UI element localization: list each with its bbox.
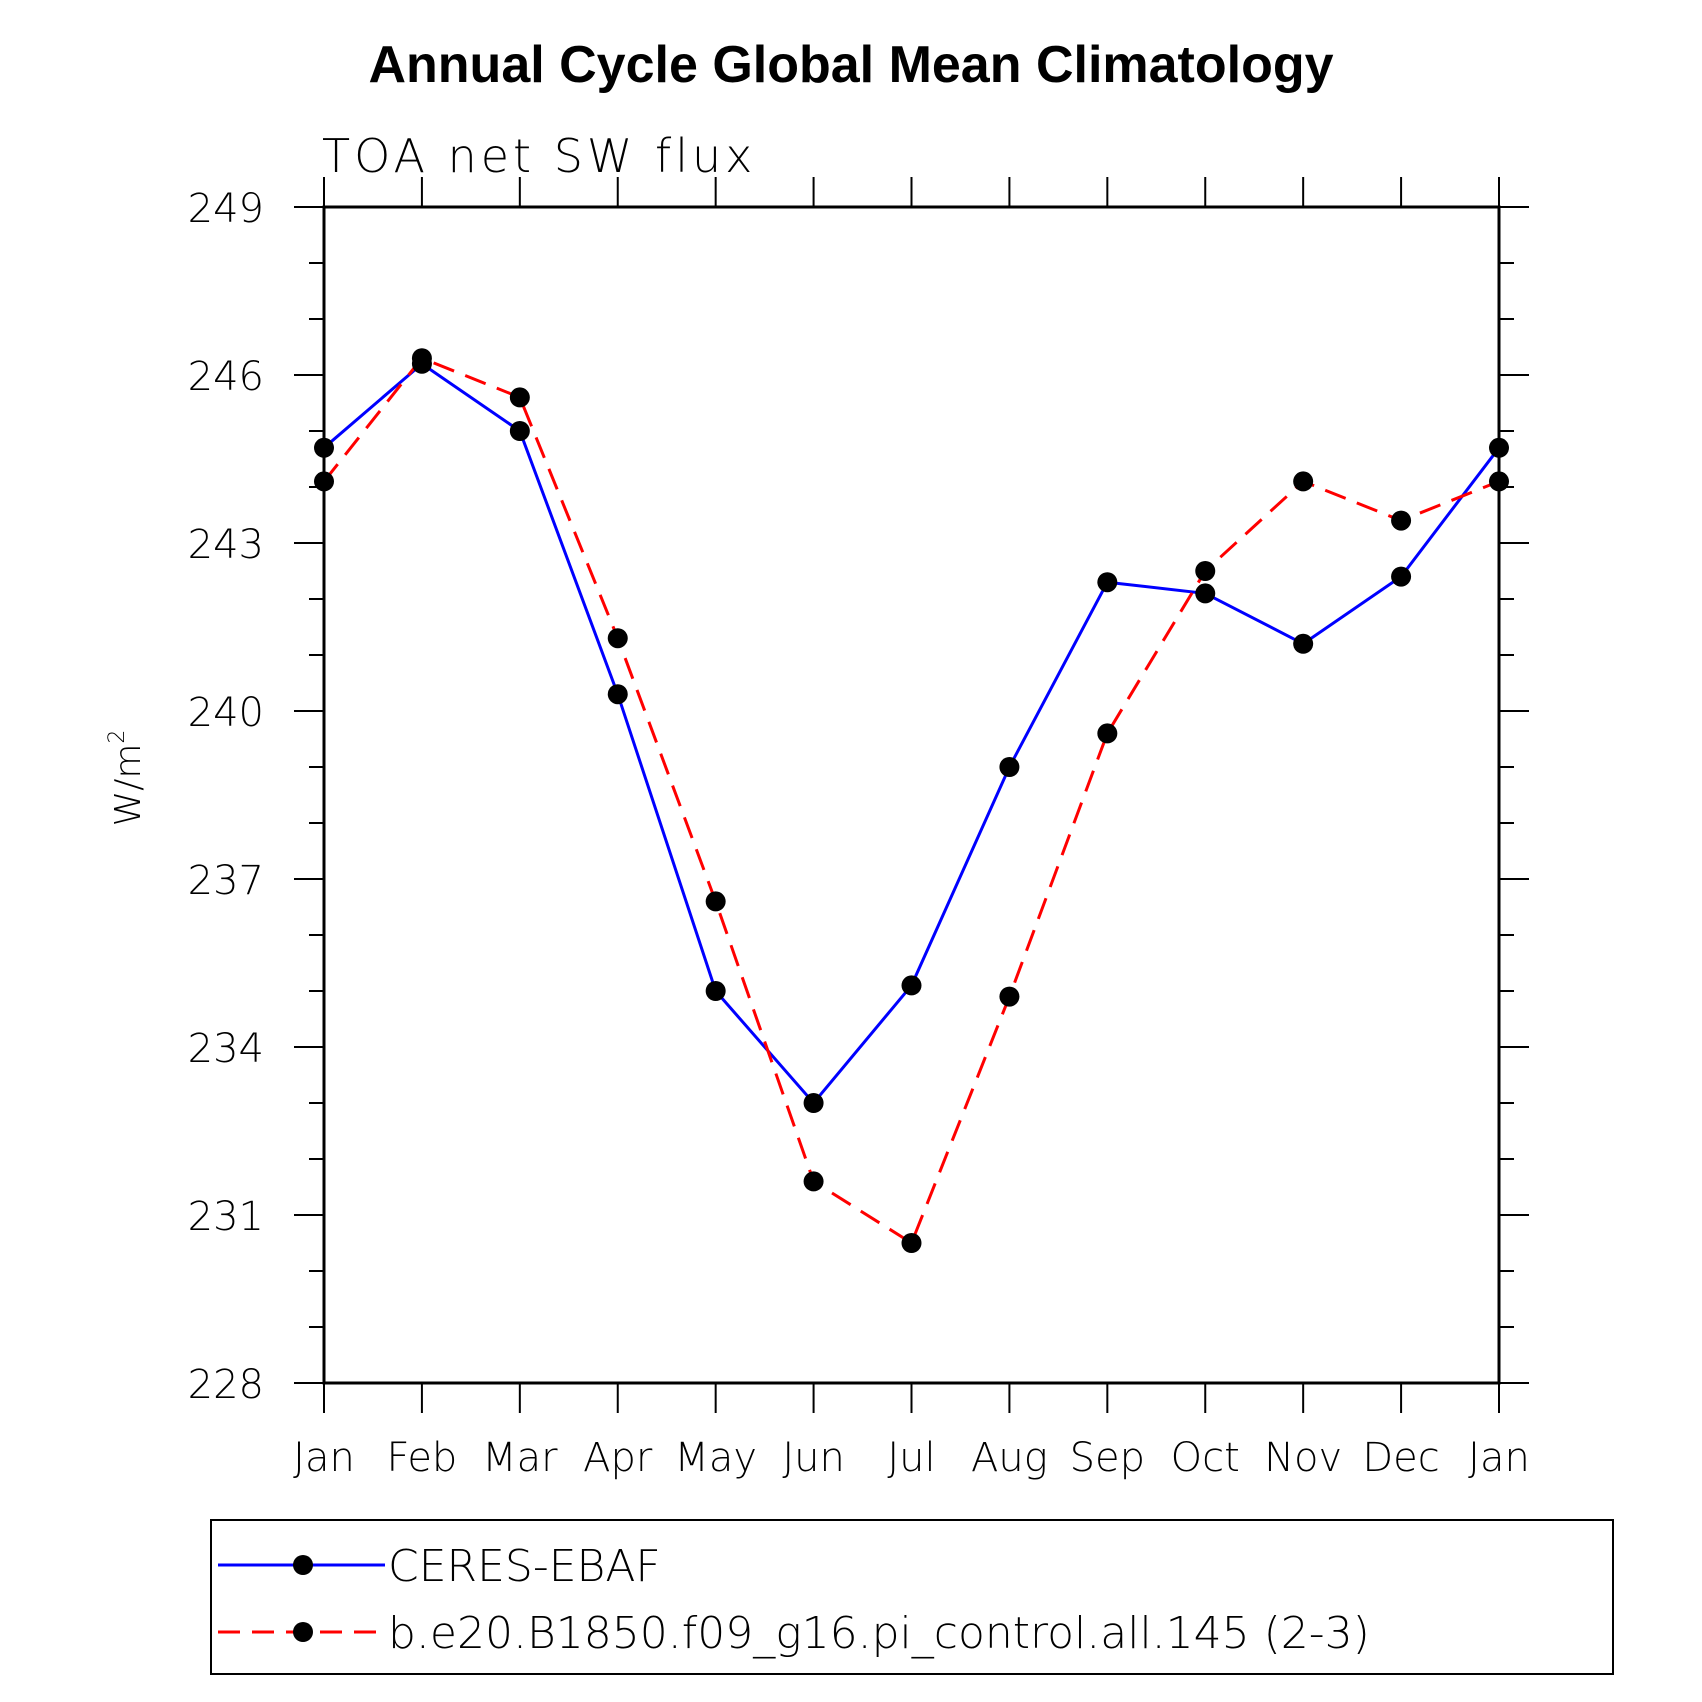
x-tick-label: Jul: [887, 1435, 935, 1481]
x-tick-label: Sep: [1070, 1435, 1145, 1481]
x-tick-label: Nov: [1264, 1435, 1342, 1481]
data-point-series-0: [803, 1093, 824, 1113]
legend-label-ceres-ebaf: CERES-EBAF: [388, 1541, 661, 1592]
data-point-series-1: [1293, 471, 1314, 492]
svg-text:W/m2: W/m2: [105, 730, 149, 827]
legend-marker-model: [293, 1622, 313, 1642]
legend: CERES-EBAF b.e20.B1850.f09_g16.pi_contro…: [210, 1519, 1614, 1675]
x-tick-label: Dec: [1362, 1435, 1439, 1481]
data-point-series-1: [999, 986, 1020, 1007]
data-point-series-0: [705, 981, 726, 1001]
data-point-series-1: [1097, 723, 1118, 744]
plot-frame: [322, 205, 1501, 1385]
axis-ticks: [294, 177, 1529, 1413]
y-tick-label: 249: [188, 186, 264, 232]
data-point-series-0: [1195, 583, 1216, 604]
x-tick-label: Aug: [971, 1435, 1048, 1481]
x-tick-label: Feb: [387, 1435, 458, 1481]
data-point-series-0: [1293, 633, 1314, 654]
data-point-series-0: [999, 757, 1020, 777]
y-axis-label: W/m2: [105, 730, 149, 827]
y-tick-label: 228: [188, 1362, 264, 1408]
legend-box: [210, 1519, 1614, 1675]
chart-subtitle: TOA net SW flux: [322, 129, 756, 183]
x-tick-label: May: [674, 1435, 757, 1481]
data-point-series-1: [509, 387, 530, 408]
y-axis-label-superscript: 2: [105, 730, 130, 744]
y-axis-label-text: W/m: [108, 744, 149, 827]
series-lines: [322, 356, 1501, 1246]
x-tick-label: Jan: [1468, 1435, 1530, 1481]
x-tick-labels: Jan Feb Mar Apr May Jun Jul Aug Sep Oct Nov Dec Jan: [293, 1435, 1530, 1481]
data-point-series-1: [705, 891, 726, 912]
data-point-series-1: [314, 471, 334, 492]
x-tick-label: Jan: [293, 1435, 355, 1481]
data-point-series-1: [1195, 561, 1216, 581]
data-point-series-1: [803, 1171, 824, 1192]
legend-label-model: b.e20.B1850.f09_g16.pi_control.all.145 (…: [388, 1608, 1370, 1659]
y-tick-label: 243: [188, 522, 264, 568]
chart-title: Annual Cycle Global Mean Climatology: [368, 36, 1333, 94]
data-point-series-1: [1489, 471, 1509, 492]
series-markers: [314, 348, 1509, 1253]
x-tick-label: Jun: [782, 1435, 845, 1481]
y-tick-labels: 228 231 234 237 240 243 246 249: [188, 186, 264, 1408]
x-tick-label: Mar: [482, 1435, 558, 1481]
data-point-series-1: [901, 1233, 922, 1253]
data-point-series-1: [1391, 510, 1412, 531]
legend-marker-ceres-ebaf: [293, 1555, 313, 1575]
data-point-series-0: [509, 421, 530, 441]
x-tick-label: Oct: [1171, 1435, 1240, 1481]
data-point-series-0: [1097, 572, 1118, 593]
x-tick-label: Apr: [583, 1435, 653, 1481]
data-point-series-0: [1391, 566, 1412, 587]
y-tick-label: 234: [188, 1026, 264, 1072]
data-point-series-1: [607, 628, 628, 649]
data-point-series-0: [901, 975, 922, 996]
y-tick-label: 237: [188, 858, 264, 904]
data-point-series-0: [1489, 437, 1509, 458]
data-point-series-1: [411, 348, 432, 369]
data-point-series-0: [607, 684, 628, 705]
y-tick-label: 231: [188, 1194, 264, 1240]
data-point-series-0: [314, 437, 334, 458]
y-tick-label: 246: [188, 354, 264, 400]
series-line-1: [322, 356, 1500, 1246]
y-tick-label: 240: [188, 690, 264, 736]
